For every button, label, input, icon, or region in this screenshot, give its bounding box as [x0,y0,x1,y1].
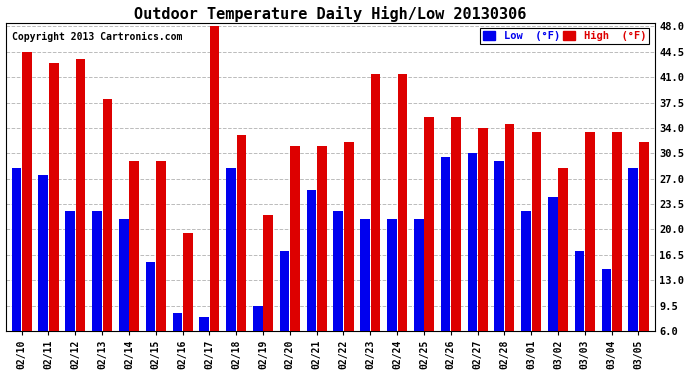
Bar [156,160,166,331]
Bar [279,251,289,331]
Bar [39,175,48,331]
Bar [264,215,273,331]
Bar [290,146,300,331]
Text: Copyright 2013 Cartronics.com: Copyright 2013 Cartronics.com [12,32,182,42]
Bar [129,160,139,331]
Bar [639,142,649,331]
Bar [317,146,327,331]
Bar [76,59,86,331]
Bar [612,132,622,331]
Bar [548,197,558,331]
Bar [414,219,424,331]
Bar [424,117,434,331]
Bar [575,251,584,331]
Bar [387,219,397,331]
Bar [629,168,638,331]
Bar [146,262,155,331]
Bar [451,117,461,331]
Bar [253,306,263,331]
Bar [172,313,182,331]
Bar [441,157,451,331]
Bar [237,135,246,331]
Bar [210,26,219,331]
Bar [66,211,75,331]
Bar [360,219,370,331]
Bar [103,99,112,331]
Bar [119,219,128,331]
Title: Outdoor Temperature Daily High/Low 20130306: Outdoor Temperature Daily High/Low 20130… [134,6,526,21]
Bar [306,190,316,331]
Bar [183,233,193,331]
Bar [12,168,21,331]
Bar [602,269,611,331]
Bar [22,52,32,331]
Bar [199,316,209,331]
Bar [92,211,101,331]
Bar [226,168,236,331]
Bar [585,132,595,331]
Bar [344,142,353,331]
Bar [478,128,488,331]
Bar [468,153,477,331]
Bar [521,211,531,331]
Bar [49,63,59,331]
Bar [558,168,568,331]
Bar [531,132,541,331]
Bar [494,160,504,331]
Bar [397,74,407,331]
Bar [371,74,380,331]
Legend: Low  (°F), High  (°F): Low (°F), High (°F) [480,28,649,44]
Bar [333,211,343,331]
Bar [505,124,515,331]
